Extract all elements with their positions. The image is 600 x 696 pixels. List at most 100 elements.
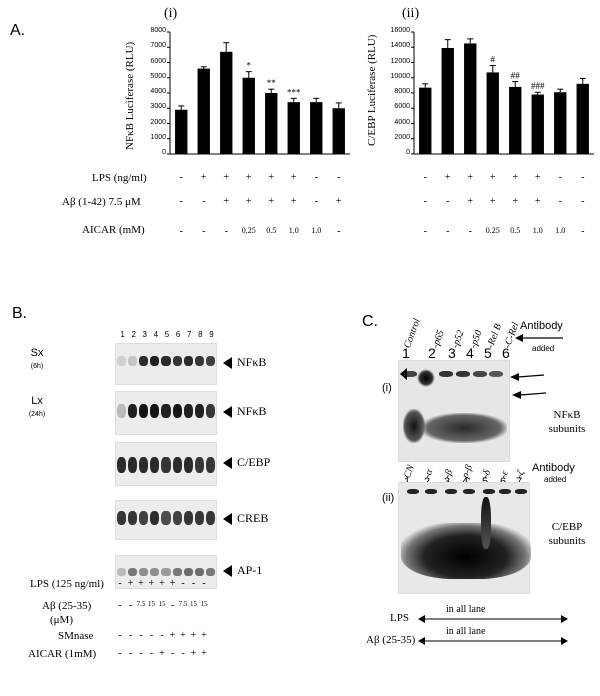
a-table-cell-right: +	[534, 172, 541, 183]
chart-ii-bar	[419, 87, 432, 154]
a-table-cell-right: 1.0	[532, 226, 543, 235]
b-lane-number: 9	[209, 330, 214, 339]
b-blot-band	[172, 511, 182, 525]
a-table-cell-left: 0.25	[241, 226, 256, 235]
a-table-cell-right: -	[581, 172, 585, 183]
panel-c-label: C.	[362, 313, 378, 330]
b-table-cell: -	[139, 630, 143, 641]
panel-a-label: A.	[10, 22, 26, 39]
c-ii-gel	[398, 482, 531, 594]
b-blot-band	[117, 511, 127, 525]
b-blot-band	[172, 356, 182, 366]
b-blot-band	[128, 568, 138, 576]
b-table-cell: -	[202, 578, 206, 589]
chart-i-ytick-label: 4000	[150, 88, 166, 95]
b-blot-band	[161, 356, 171, 366]
a-row-aicar-label: AICAR (mM)	[82, 224, 145, 236]
b-blot-arrow-icon	[223, 357, 232, 369]
c-i-lane-number: 2	[428, 345, 436, 361]
c-ii-added-label: added	[544, 475, 567, 484]
c-bottom-lps-arrow-icon	[418, 615, 568, 623]
a-table-cell-right: 1.0	[555, 226, 566, 235]
b-row-smnase-label: SMnase	[58, 630, 94, 642]
b-table-cell: +	[201, 648, 207, 659]
a-table-cell-right: -	[446, 196, 450, 207]
chart-ii-bar	[554, 92, 567, 154]
chart-ii-plot: ######	[411, 31, 594, 155]
c-ii-side-label-1: C/EBP	[551, 521, 583, 533]
a-table-cell-left: -	[179, 226, 183, 237]
a-table-cell-left: +	[290, 172, 297, 183]
a-table-cell-right: +	[534, 196, 541, 207]
b-blot-band	[117, 568, 127, 576]
b-table-cell: -	[149, 648, 154, 659]
chart-i-bar	[265, 93, 278, 154]
c-ii-label: (ii)	[382, 492, 395, 504]
chart-ii-bar	[509, 86, 522, 154]
c-bottom-abeta-label: Aβ (25-35)	[366, 634, 416, 646]
b-table-cell: -	[118, 578, 122, 589]
chart-i-bar	[287, 102, 300, 154]
panel-b-label: B.	[12, 305, 28, 322]
b-blot-gel	[115, 442, 217, 486]
b-lane-number: 7	[186, 330, 192, 339]
b-table-cell: +	[201, 630, 207, 641]
b-lane-number: 2	[131, 330, 136, 339]
chart-ii-ytick-label: 14000	[390, 42, 410, 50]
c-antibody-label: Antibody	[520, 320, 563, 332]
c-ii-side-label-2: subunits	[548, 535, 586, 547]
b-table-cell: -	[139, 648, 143, 659]
b-lane-number: 5	[164, 330, 170, 339]
chart-ii-ylabel: C/EBP Luciferase (RLU)	[366, 34, 378, 146]
chart-ii-bar	[576, 83, 589, 154]
b-row-abeta-unit: (μM)	[50, 614, 74, 626]
chart-ii-bar	[464, 43, 477, 154]
c-i-lane-number: 4	[466, 345, 474, 361]
b-blot-band	[139, 356, 149, 366]
a-table-cell-right: -	[558, 172, 562, 183]
b-blot-band	[139, 457, 149, 473]
chart-ii-ytick-label: 6000	[394, 103, 410, 111]
chart-i-bar	[220, 51, 233, 155]
b-blot-band	[194, 356, 204, 366]
b-blot-band	[128, 511, 138, 525]
b-blot-band	[194, 457, 204, 473]
b-table-cell: -	[128, 600, 133, 611]
b-blot-band	[117, 404, 127, 418]
b-blot-arrow-icon	[223, 406, 232, 418]
a-table-cell-right: -	[558, 196, 562, 207]
b-blot-band	[161, 568, 171, 576]
chart-i-ytick-label: 2000	[150, 118, 166, 126]
chart-i-bar	[197, 68, 210, 154]
chart-i-ytick-label: 0	[162, 149, 166, 156]
b-blot-band	[194, 404, 204, 418]
chart-ii-bar	[486, 72, 499, 154]
chart-i-ytick-label: 7000	[150, 42, 166, 50]
a-table-cell-right: 0.25	[485, 226, 500, 235]
b-table-cell: +	[159, 578, 165, 589]
a-table-cell-right: +	[489, 172, 496, 183]
b-blot-band	[183, 511, 193, 525]
b-lane-number: 3	[142, 330, 147, 339]
b-blot-side-label: Lx (24h)	[22, 395, 52, 421]
a-table-cell-left: -	[202, 196, 206, 207]
a-table-cell-left: -	[314, 172, 318, 183]
c-bottom-abeta-text: in all lane	[446, 626, 486, 637]
a-table-cell-right: +	[467, 196, 474, 207]
b-table-cell: -	[191, 578, 196, 589]
chart-ii-bar	[531, 94, 544, 154]
b-blot-label: CREB	[237, 511, 269, 525]
b-blot-label: NFκB	[237, 404, 267, 418]
chart-i-bar	[242, 77, 255, 154]
chart-i-ytick-label: 3000	[150, 103, 166, 111]
chart-i-bar	[310, 102, 323, 154]
b-table-cell: +	[148, 578, 155, 589]
b-table-cell: +	[180, 630, 186, 641]
b-blot-band	[172, 568, 182, 576]
c-i-shift-arrow-2-icon	[512, 391, 547, 399]
chart-ii-ytick-label: 8000	[394, 88, 410, 95]
b-blot-band	[150, 511, 160, 525]
b-blot-band	[150, 457, 160, 473]
b-blot-band	[161, 457, 171, 473]
b-blot-side-name: Lx	[31, 395, 43, 407]
